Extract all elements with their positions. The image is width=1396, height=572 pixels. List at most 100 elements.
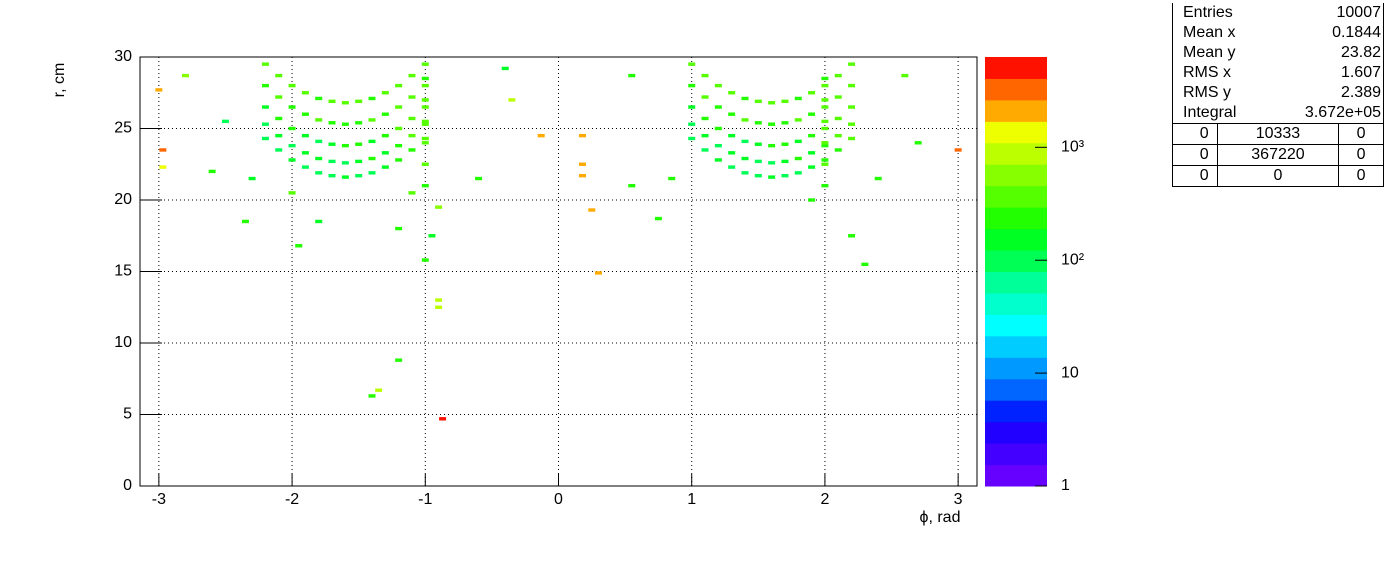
heatmap-cell	[395, 158, 403, 162]
heatmap-cell	[834, 133, 842, 138]
stats-row: RMS y 2.389	[1172, 83, 1384, 103]
heatmap-cell	[475, 176, 483, 181]
color-band	[985, 314, 1047, 337]
heatmap-cell	[834, 148, 842, 152]
heatmap-cell	[395, 83, 403, 88]
heatmap-cell	[368, 118, 376, 122]
heatmap-cell	[728, 151, 736, 155]
heatmap-cell	[741, 118, 749, 122]
color-band	[985, 357, 1047, 380]
stats-value: 10007	[1336, 4, 1382, 21]
heatmap-cell	[901, 73, 909, 78]
heatmap-cell	[754, 159, 762, 164]
heatmap-cell	[301, 133, 309, 138]
color-band	[985, 121, 1047, 144]
heatmap-cell	[241, 219, 249, 224]
stats-entry: Mean y 23.82	[1172, 43, 1384, 63]
heatmap-cell	[821, 143, 829, 148]
heatmap-cell	[588, 208, 596, 212]
heatmap-cell	[728, 165, 736, 169]
heatmap-cell	[288, 126, 296, 131]
heatmap-cell	[848, 62, 856, 66]
heatmap-cell	[501, 66, 509, 71]
heatmap-cell	[421, 136, 429, 141]
heatmap-cell	[914, 141, 922, 145]
heatmap-cell	[628, 73, 636, 78]
heatmap-cell	[315, 156, 323, 161]
color-band	[985, 57, 1047, 79]
y-tick-label: 5	[123, 406, 132, 423]
y-tick-label: 20	[114, 191, 132, 208]
heatmap-cell	[874, 176, 882, 181]
color-band	[985, 378, 1047, 401]
heatmap-cell	[288, 83, 296, 88]
stats-cell: 0	[1338, 123, 1384, 145]
heatmap-cell	[341, 101, 349, 105]
heatmap-cell	[328, 121, 336, 125]
heatmap-cell	[301, 165, 309, 169]
stats-cell: 0	[1172, 123, 1218, 145]
color-band	[985, 78, 1047, 101]
heatmap-cell	[821, 105, 829, 109]
heatmap-cell	[754, 99, 762, 104]
heatmap-cell	[808, 112, 816, 116]
heatmap-cell	[768, 122, 776, 126]
heatmap-cell	[821, 76, 829, 81]
stats-value: 0.1844	[1332, 24, 1381, 41]
heatmap-cell	[381, 133, 389, 138]
stats-row: RMS x 1.607	[1172, 63, 1384, 83]
heatmap-cell	[781, 142, 789, 146]
heatmap-cell	[328, 159, 336, 164]
color-band	[985, 292, 1047, 315]
heatmap-cell	[834, 95, 842, 99]
heatmap-cell	[508, 98, 516, 102]
heatmap-cell	[421, 105, 429, 109]
heatmap-cell	[261, 122, 269, 126]
heatmap-cell	[861, 262, 869, 267]
heatmap-cell	[315, 139, 323, 144]
color-band	[985, 271, 1047, 294]
stats-label: Integral	[1183, 104, 1237, 121]
stats-label: RMS x	[1183, 64, 1231, 81]
stats-cell: 367220	[1216, 144, 1340, 166]
heatmap-cell	[328, 173, 336, 178]
stats-label: Entries	[1183, 4, 1233, 21]
heatmap-cell	[295, 244, 303, 248]
heatmap-cell	[275, 133, 283, 138]
heatmap-cell	[421, 62, 429, 66]
stats-value: 3.672e+05	[1304, 104, 1381, 121]
heatmap-cell	[368, 394, 376, 398]
heatmap-cell	[368, 96, 376, 101]
stats-label: Mean x	[1183, 24, 1236, 41]
color-band	[985, 207, 1047, 230]
heatmap-cell	[768, 143, 776, 148]
heatmap-cell	[261, 105, 269, 109]
heatmap-cell	[848, 105, 856, 109]
stats-cell: 0	[1172, 144, 1218, 166]
heatmap-cell	[754, 173, 762, 178]
x-tick-label: 1	[687, 491, 696, 508]
heatmap-cell	[728, 91, 736, 95]
heatmap-cell	[578, 162, 586, 166]
heatmap-cell	[395, 358, 403, 362]
heatmap-cell	[688, 105, 696, 109]
heatmap-cell	[834, 73, 842, 78]
heatmap-cell	[701, 95, 709, 99]
heatmap-cell	[701, 148, 709, 152]
heatmap-cell	[794, 139, 802, 144]
heatmap-cell	[355, 159, 363, 164]
heatmap-cell	[408, 191, 416, 195]
color-band	[985, 335, 1047, 358]
heatmap-cell	[701, 133, 709, 138]
heatmap-cell	[435, 205, 443, 209]
heatmap-cell	[794, 118, 802, 122]
heatmap-cell	[808, 133, 816, 138]
heatmap-cell	[381, 112, 389, 116]
stats-row: 0 367220 0	[1172, 144, 1384, 166]
heatmap-cell	[848, 83, 856, 88]
heatmap-cell	[421, 162, 429, 166]
heatmap-cell	[381, 165, 389, 169]
